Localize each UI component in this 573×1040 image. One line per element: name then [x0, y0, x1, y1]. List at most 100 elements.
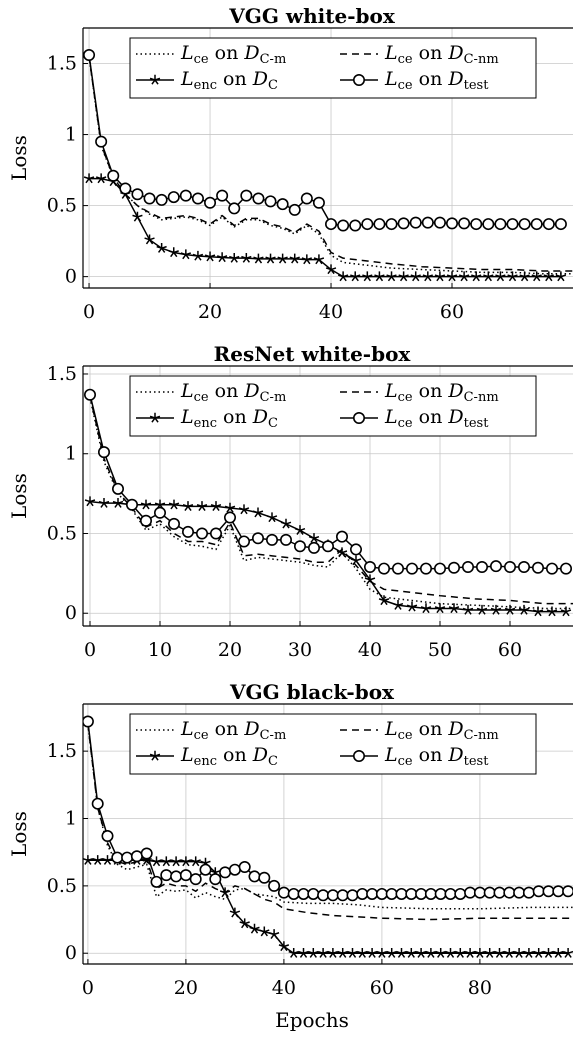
- data-point-enc_c: [386, 271, 397, 282]
- data-point-enc_c: [192, 250, 204, 261]
- data-point-ce_test: [297, 887, 310, 900]
- x-tick-label: 0: [83, 301, 95, 323]
- x-tick-label: 60: [498, 639, 522, 661]
- x-tick-label: 20: [174, 977, 198, 999]
- y-tick-label: 0: [65, 266, 77, 288]
- chart-panel-1: 0 20 40 60 0 0.5 1 1.5 VGG white-box Loss Lce on D…: [7, 4, 573, 323]
- chart-title: ResNet white-box: [214, 342, 412, 366]
- legend-marker-enc_c: [149, 750, 161, 761]
- data-point-enc_c: [301, 254, 313, 265]
- data-point-ce_test: [219, 866, 232, 879]
- data-point-enc_c: [95, 173, 107, 184]
- data-point-ce_test: [179, 189, 192, 202]
- data-point-enc_c: [474, 948, 486, 958]
- y-tick-label: 0: [65, 942, 77, 964]
- x-tick-label: 60: [370, 977, 394, 999]
- data-point-ce_test: [150, 875, 163, 888]
- data-point-enc_c: [533, 948, 544, 958]
- data-point-enc_c: [249, 923, 260, 934]
- legend-marker-ce_test: [352, 749, 365, 762]
- data-point-ce_test: [531, 561, 544, 574]
- data-point-enc_c: [464, 948, 476, 958]
- data-point-ce_test: [101, 830, 114, 843]
- legend-label-ce_cm: Lce on DC-m: [180, 380, 286, 405]
- y-tick-label: 0.5: [47, 195, 77, 217]
- data-point-ce_test: [238, 861, 251, 874]
- data-point-enc_c: [132, 211, 143, 222]
- legend-label-enc_c: Lenc on DC: [180, 744, 278, 769]
- data-point-ce_test: [170, 870, 183, 883]
- data-point-enc_c: [504, 604, 516, 615]
- data-point-enc_c: [289, 253, 300, 264]
- data-point-ce_test: [337, 219, 350, 232]
- data-point-enc_c: [327, 948, 339, 958]
- data-point-ce_test: [503, 886, 516, 899]
- data-point-enc_c: [448, 603, 460, 614]
- x-tick-label: 20: [198, 301, 222, 323]
- data-point-ce_test: [258, 871, 271, 884]
- data-point-enc_c: [204, 251, 216, 262]
- data-point-ce_test: [264, 195, 277, 208]
- y-tick-label: 0.5: [47, 875, 77, 897]
- data-point-ce_test: [168, 517, 181, 530]
- data-point-enc_c: [325, 264, 337, 275]
- data-point-enc_c: [513, 948, 525, 958]
- data-point-enc_c: [396, 948, 407, 958]
- data-point-ce_test: [446, 217, 459, 230]
- x-tick-label: 60: [440, 301, 464, 323]
- x-tick-label: 40: [272, 977, 296, 999]
- data-point-ce_test: [228, 202, 241, 215]
- data-point-enc_c: [180, 856, 192, 867]
- data-point-enc_c: [196, 501, 208, 512]
- data-point-ce_test: [444, 887, 457, 900]
- data-point-enc_c: [518, 604, 530, 615]
- data-point-enc_c: [268, 929, 280, 940]
- data-point-ce_test: [454, 887, 467, 900]
- data-point-enc_c: [562, 948, 573, 958]
- data-point-enc_c: [278, 941, 290, 952]
- data-point-enc_c: [92, 855, 103, 865]
- y-tick-label: 1: [65, 808, 77, 830]
- data-point-enc_c: [446, 271, 458, 282]
- data-point-ce_test: [542, 885, 555, 898]
- data-point-ce_test: [349, 219, 362, 232]
- data-point-ce_test: [83, 715, 94, 728]
- data-point-enc_c: [494, 948, 505, 958]
- data-point-ce_test: [268, 879, 281, 892]
- legend-label-ce_test: Lce on Dtest: [384, 68, 489, 93]
- data-point-ce_test: [154, 506, 167, 519]
- data-point-enc_c: [362, 271, 373, 282]
- data-point-enc_c: [445, 948, 456, 958]
- data-point-enc_c: [458, 271, 470, 282]
- data-point-ce_test: [83, 48, 96, 61]
- data-point-ce_test: [276, 198, 289, 211]
- data-point-ce_test: [434, 887, 447, 900]
- x-tick-label: 10: [148, 639, 172, 661]
- legend-marker-ce_test: [352, 411, 365, 424]
- data-point-ce_test: [224, 511, 237, 524]
- legend-label-ce_test: Lce on Dtest: [384, 406, 489, 431]
- data-point-ce_test: [191, 192, 204, 205]
- data-point-ce_test: [300, 192, 313, 205]
- data-point-ce_test: [326, 889, 339, 902]
- legend-label-ce_cnm: Lce on DC-nm: [384, 380, 499, 405]
- data-point-ce_test: [216, 189, 229, 202]
- chart-title: VGG white-box: [228, 4, 396, 28]
- series-group: [84, 388, 573, 617]
- series-line-ce_test: [88, 54, 561, 227]
- chart-panel-2: 0 10 20 30 40 50 60 0 0.5 1 1.5 ResNet white-box Los…: [7, 342, 573, 661]
- data-point-enc_c: [434, 603, 446, 614]
- data-point-ce_test: [189, 873, 202, 886]
- data-point-enc_c: [180, 249, 192, 260]
- data-point-enc_c: [386, 948, 397, 958]
- data-point-enc_c: [168, 499, 180, 510]
- data-point-ce_test: [252, 192, 265, 205]
- data-point-ce_test: [522, 886, 535, 899]
- data-point-enc_c: [112, 497, 124, 508]
- data-point-ce_test: [95, 135, 108, 148]
- y-tick-label: 1.5: [47, 363, 77, 385]
- legend-label-ce_cnm: Lce on DC-nm: [384, 718, 499, 743]
- data-point-enc_c: [560, 606, 572, 617]
- data-point-enc_c: [484, 948, 495, 958]
- data-point-enc_c: [357, 948, 368, 958]
